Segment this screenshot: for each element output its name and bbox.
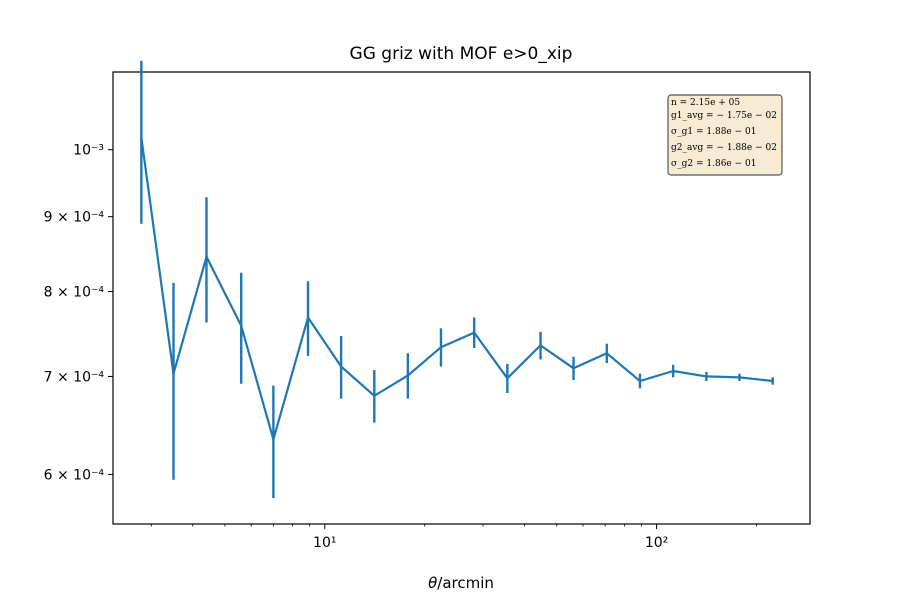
y-tick-label: 6 × 10⁻⁴ [44,467,105,483]
y-tick-label: 7 × 10⁻⁴ [44,369,105,385]
x-tick-label: 10² [645,535,668,551]
series-line [140,136,773,441]
y-tick-label: 9 × 10⁻⁴ [44,210,105,226]
y-tick-label: 10⁻³ [73,143,104,159]
x-tick-label: 10¹ [313,535,336,551]
chart-title: GG griz with MOF e>0_xip [350,44,573,64]
stats-sigma-g1: σ_g1 = 1.88e − 01 [671,127,756,137]
y-tick-label: 8 × 10⁻⁴ [44,285,105,301]
stats-g1-avg: g1_avg = − 1.75e − 02 [671,111,777,121]
stats-n: n = 2.15e + 05 [671,98,740,108]
plot-area [112,71,811,525]
stats-box: n = 2.15e + 05 g1_avg = − 1.75e − 02 σ_g… [667,94,783,176]
x-axis-label: θ/arcmin [428,574,494,592]
y-axis-ticks: 6 × 10⁻⁴ 7 × 10⁻⁴ 8 × 10⁻⁴ 9 × 10⁻⁴ 10⁻³ [44,143,113,483]
stats-g2-avg: g2_avg = − 1.88e − 02 [671,143,777,153]
x-minor-ticks [150,524,757,527]
x-axis-ticks: 10¹ 10² [313,524,668,551]
stats-sigma-g2: σ_g2 = 1.86e − 01 [671,159,756,169]
